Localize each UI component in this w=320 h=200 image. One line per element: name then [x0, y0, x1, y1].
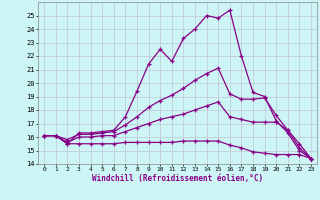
X-axis label: Windchill (Refroidissement éolien,°C): Windchill (Refroidissement éolien,°C)	[92, 174, 263, 183]
